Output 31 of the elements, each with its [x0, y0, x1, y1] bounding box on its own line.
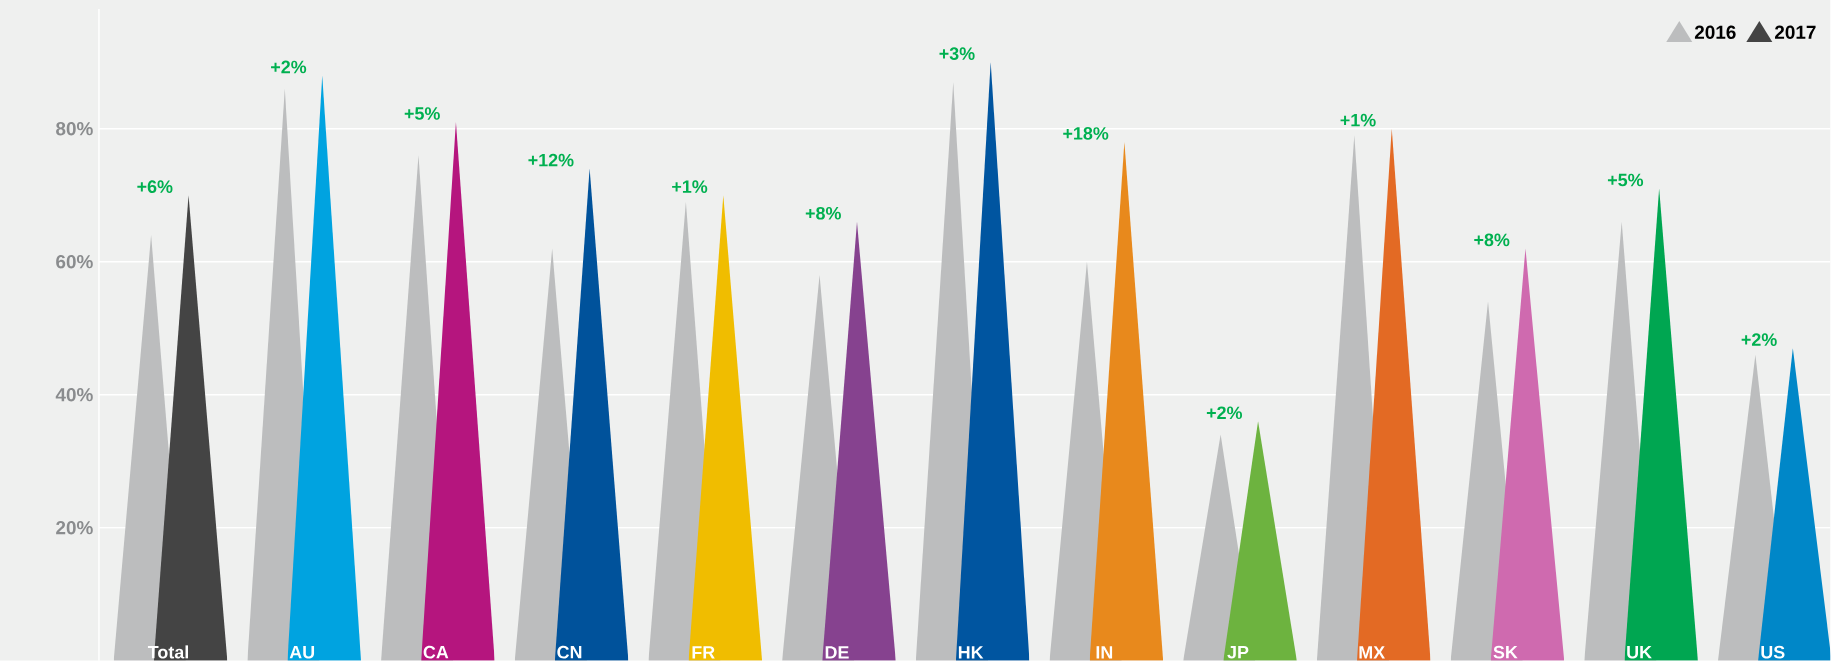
x-tick-label: UK: [1627, 645, 1652, 659]
annotation: +3%: [939, 47, 975, 60]
annotation: +5%: [404, 106, 440, 120]
annotation: +2%: [1206, 406, 1243, 419]
legend-label: 2017: [1774, 25, 1816, 39]
x-tick-label: AU: [289, 645, 315, 659]
y-tick-label: 80%: [56, 121, 93, 136]
x-tick-label: MX: [1359, 645, 1385, 659]
x-tick-label: FR: [692, 645, 715, 659]
annotation: +12%: [528, 153, 574, 167]
x-tick-label: DE: [825, 645, 849, 659]
x-tick-label: US: [1761, 645, 1785, 659]
annotation: +6%: [137, 180, 173, 193]
annotation: +1%: [672, 180, 708, 193]
x-tick-label: IN: [1096, 645, 1113, 659]
annotation: +2%: [1741, 333, 1777, 346]
annotation: +2%: [271, 60, 307, 74]
annotation: +5%: [1607, 173, 1644, 187]
legend-label: 2016: [1694, 25, 1736, 39]
x-tick-label: CN: [557, 645, 582, 659]
annotation: +8%: [805, 206, 841, 220]
y-tick-label: 20%: [56, 520, 93, 535]
x-tick-label: CA: [423, 645, 449, 659]
annotation: +1%: [1340, 113, 1376, 127]
y-tick-label: 40%: [55, 387, 93, 402]
x-tick-label: JP: [1227, 645, 1249, 659]
annotation: +18%: [1063, 126, 1109, 140]
x-tick-label: HK: [958, 645, 984, 659]
annotation: +8%: [1474, 233, 1510, 246]
y-tick-label: 60%: [56, 254, 93, 269]
x-tick-label: SK: [1493, 645, 1518, 659]
